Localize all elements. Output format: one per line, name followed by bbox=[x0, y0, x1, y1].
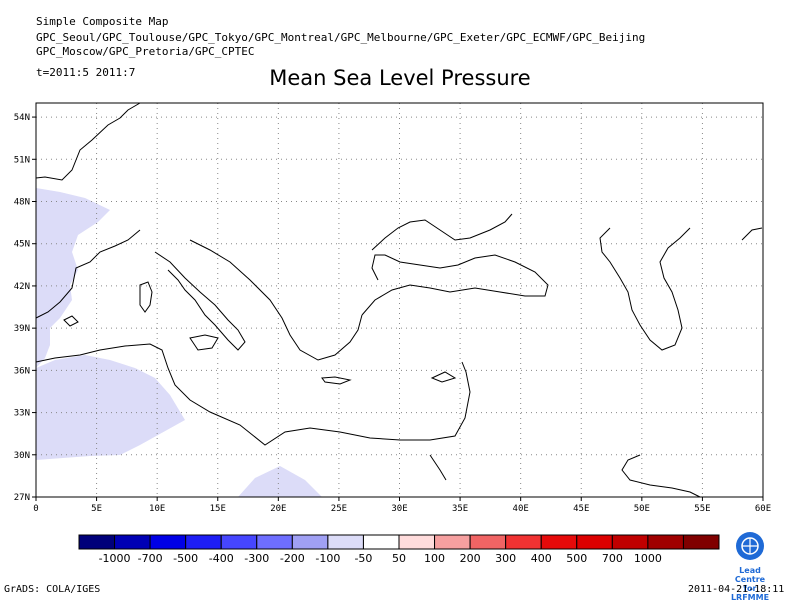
island-sardinia bbox=[139, 281, 153, 313]
footer-timestamp: 2011-04-21-18:11 bbox=[688, 584, 785, 595]
legend-label: -200 bbox=[280, 552, 305, 565]
legend-label: 200 bbox=[460, 552, 481, 565]
latitude-labels: 54N 51N 48N 45N 42N 39N 36N 33N 30N 27N bbox=[14, 113, 30, 503]
anomaly-region-south bbox=[238, 466, 322, 497]
lon-tick-label: 0 bbox=[33, 504, 38, 514]
legend-label: -100 bbox=[315, 552, 340, 565]
coastline-black-sea-north bbox=[371, 213, 513, 251]
legend-swatch bbox=[149, 534, 187, 550]
coastline-balkans-turkey bbox=[361, 254, 549, 316]
legend-label: 500 bbox=[566, 552, 587, 565]
legend-swatch bbox=[78, 534, 116, 550]
coastline-caspian bbox=[599, 227, 691, 351]
header-models-line2: GPC_Moscow/GPC_Pretoria/GPC_CPTEC bbox=[36, 45, 255, 58]
coastline-west-europe bbox=[35, 102, 141, 181]
legend-label: -400 bbox=[209, 552, 234, 565]
legend-label: -700 bbox=[138, 552, 163, 565]
lat-tick-label: 27N bbox=[14, 493, 30, 503]
time-range: t=2011:5 2011:7 bbox=[36, 66, 136, 79]
legend-label: -300 bbox=[244, 552, 269, 565]
lon-tick-label: 15E bbox=[210, 504, 226, 514]
lon-tick-label: 60E bbox=[755, 504, 771, 514]
header-title: Simple Composite Map bbox=[36, 15, 169, 28]
lon-tick-label: 10E bbox=[149, 504, 165, 514]
island-cyprus bbox=[430, 371, 457, 383]
legend-label: 50 bbox=[392, 552, 406, 565]
coastlines bbox=[35, 102, 763, 498]
legend-swatch bbox=[220, 534, 258, 550]
coastline-italy bbox=[154, 251, 246, 351]
coastline-east bbox=[741, 227, 763, 241]
legend-label: -50 bbox=[354, 552, 372, 565]
anomaly-shading bbox=[36, 188, 322, 497]
lon-tick-label: 45E bbox=[573, 504, 589, 514]
legend-label: 100 bbox=[424, 552, 445, 565]
legend-label: 300 bbox=[495, 552, 516, 565]
legend-swatch bbox=[647, 534, 684, 550]
coastline-red-sea bbox=[429, 454, 447, 481]
lon-tick-label: 40E bbox=[513, 504, 529, 514]
lat-tick-label: 51N bbox=[14, 155, 30, 165]
island-sicily bbox=[189, 334, 219, 351]
legend-swatch bbox=[611, 534, 649, 550]
legend-swatch bbox=[576, 534, 613, 550]
lon-tick-label: 50E bbox=[634, 504, 650, 514]
color-legend bbox=[78, 534, 720, 550]
logo-line1: Lead Centre bbox=[734, 566, 766, 584]
anomaly-region-west bbox=[36, 188, 110, 368]
lon-tick-label: 25E bbox=[331, 504, 347, 514]
legend-swatch bbox=[256, 534, 293, 550]
coastline-arabia bbox=[621, 454, 701, 498]
legend-label: 1000 bbox=[634, 552, 662, 565]
legend-swatch bbox=[540, 534, 578, 550]
legend-swatch bbox=[398, 534, 436, 550]
header-models-line1: GPC_Seoul/GPC_Toulouse/GPC_Tokyo/GPC_Mon… bbox=[36, 31, 646, 44]
footer-credit: GrADS: COLA/IGES bbox=[4, 584, 101, 595]
logo-line2: for LRFMME bbox=[730, 584, 770, 602]
lon-tick-label: 5E bbox=[91, 504, 102, 514]
legend-swatch bbox=[505, 534, 542, 550]
legend-swatch bbox=[114, 534, 151, 550]
axis-ticks bbox=[32, 116, 764, 501]
lat-tick-label: 54N bbox=[14, 113, 30, 123]
legend-label: -1000 bbox=[99, 552, 131, 565]
chart-title: Mean Sea Level Pressure bbox=[269, 66, 531, 90]
legend-label: 400 bbox=[531, 552, 552, 565]
lat-tick-label: 30N bbox=[14, 451, 30, 461]
legend-swatch bbox=[291, 534, 329, 550]
island-crete bbox=[321, 376, 352, 385]
lat-tick-label: 48N bbox=[14, 198, 30, 208]
coastline-north-africa bbox=[35, 343, 471, 446]
legend-label: -500 bbox=[173, 552, 198, 565]
legend-swatch bbox=[327, 534, 364, 550]
legend-swatch bbox=[185, 534, 222, 550]
anomaly-region-southwest bbox=[36, 355, 185, 460]
lead-centre-logo: Lead Centre for LRFMME bbox=[728, 530, 772, 602]
lat-tick-label: 39N bbox=[14, 324, 30, 334]
lat-tick-label: 45N bbox=[14, 240, 30, 250]
legend-label: 700 bbox=[602, 552, 623, 565]
lon-tick-label: 20E bbox=[270, 504, 286, 514]
lon-tick-label: 35E bbox=[452, 504, 468, 514]
lon-tick-label: 30E bbox=[391, 504, 407, 514]
coastline-adriatic bbox=[189, 239, 363, 361]
legend-swatch bbox=[434, 534, 471, 550]
lat-tick-label: 33N bbox=[14, 409, 30, 419]
legend-labels: -1000 -700 -500 -400 -300 -200 -100 -50 50 100 200… bbox=[99, 552, 662, 565]
lat-tick-label: 42N bbox=[14, 282, 30, 292]
lat-tick-label: 36N bbox=[14, 366, 30, 376]
legend-swatch bbox=[469, 534, 507, 550]
wmo-emblem-icon bbox=[736, 532, 764, 560]
longitude-labels: 0 5E 10E 15E 20E 25E 30E 35E 40E 45E 50E 55E 60E bbox=[33, 504, 771, 514]
legend-swatch bbox=[682, 534, 720, 550]
lon-tick-label: 55E bbox=[694, 504, 710, 514]
legend-swatch bbox=[362, 534, 400, 550]
island-balearic bbox=[63, 315, 79, 327]
coastline-iberia bbox=[35, 229, 141, 319]
